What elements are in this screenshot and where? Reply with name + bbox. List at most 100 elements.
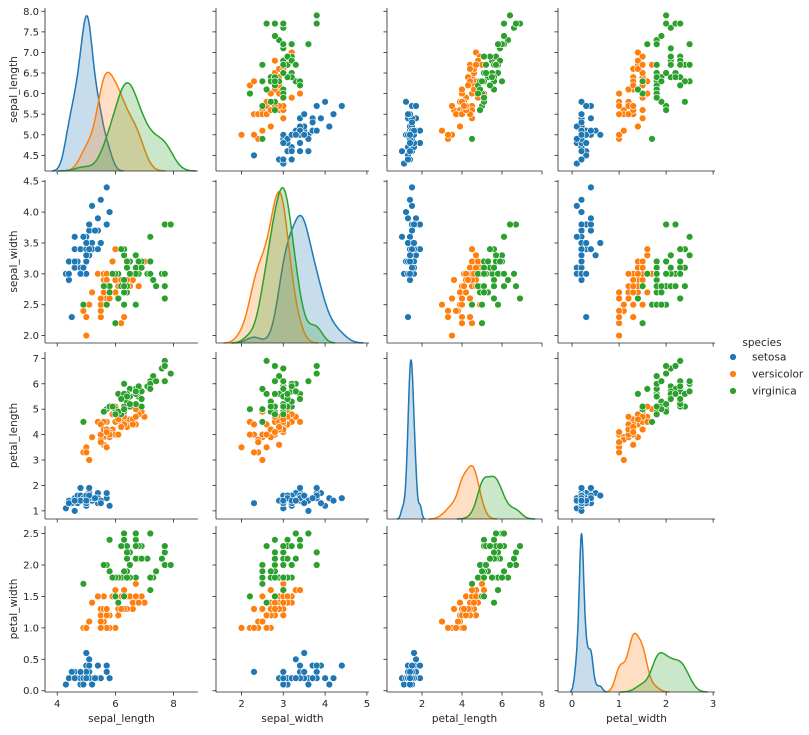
legend-marker-virginica: [729, 387, 737, 395]
point-versicolor: [97, 313, 105, 321]
point-setosa: [300, 649, 308, 657]
point-virginica: [146, 529, 155, 538]
point-versicolor: [79, 307, 88, 315]
point-virginica: [496, 257, 504, 266]
point-virginica: [296, 81, 304, 90]
point-virginica: [496, 542, 504, 550]
point-virginica: [114, 294, 123, 303]
point-virginica: [476, 106, 484, 114]
point-setosa: [292, 497, 300, 505]
point-setosa: [68, 313, 76, 321]
point-virginica: [132, 536, 140, 544]
point-setosa: [82, 239, 91, 247]
point-setosa: [65, 270, 73, 278]
point-setosa: [338, 661, 346, 670]
point-virginica: [105, 567, 114, 575]
point-setosa: [292, 674, 300, 682]
point-virginica: [313, 548, 321, 557]
point-setosa: [296, 661, 304, 670]
point-virginica: [258, 135, 267, 143]
point-virginica: [161, 282, 169, 290]
point-versicolor: [438, 301, 446, 309]
point-setosa: [94, 661, 102, 670]
point-virginica: [488, 573, 496, 582]
subplot-petal_length-vs-petal_length: [383, 352, 543, 523]
point-virginica: [667, 264, 675, 272]
point-setosa: [412, 102, 420, 110]
point-versicolor: [448, 331, 456, 340]
point-setosa: [82, 649, 91, 657]
point-virginica: [271, 19, 279, 28]
point-virginica: [486, 81, 494, 90]
point-virginica: [676, 81, 684, 90]
point-virginica: [288, 40, 296, 48]
y-tick-label: 7: [33, 354, 39, 365]
point-setosa: [329, 497, 338, 505]
point-setosa: [587, 114, 595, 123]
point-virginica: [271, 554, 279, 563]
point-setosa: [410, 239, 418, 247]
point-versicolor: [250, 420, 258, 429]
point-versicolor: [102, 605, 111, 613]
point-versicolor: [85, 617, 93, 626]
point-virginica: [652, 410, 661, 418]
point-virginica: [685, 377, 694, 385]
point-virginica: [313, 19, 321, 28]
point-versicolor: [468, 319, 476, 327]
point-versicolor: [472, 264, 480, 272]
point-virginica: [117, 395, 125, 403]
point-versicolor: [108, 257, 117, 266]
point-virginica: [132, 387, 140, 396]
point-versicolor: [97, 307, 105, 315]
point-setosa: [406, 251, 414, 260]
point-versicolor: [615, 294, 623, 303]
legend-label-virginica: virginica: [752, 386, 797, 398]
point-virginica: [494, 301, 502, 309]
point-versicolor: [237, 624, 246, 632]
point-versicolor: [296, 89, 304, 98]
point-virginica: [123, 554, 131, 563]
point-virginica: [492, 61, 500, 69]
point-setosa: [321, 674, 329, 682]
point-virginica: [676, 382, 684, 390]
point-setosa: [300, 668, 308, 676]
point-setosa: [408, 661, 416, 670]
point-setosa: [587, 245, 595, 253]
point-virginica: [271, 592, 279, 601]
point-versicolor: [288, 93, 296, 102]
point-versicolor: [460, 282, 468, 290]
kde-line-versicolor: [223, 191, 318, 344]
point-versicolor: [246, 430, 254, 439]
y-tick-label: 5.5: [23, 110, 39, 121]
point-virginica: [486, 554, 494, 563]
point-setosa: [292, 655, 300, 663]
point-setosa: [313, 668, 321, 676]
point-setosa: [82, 257, 91, 266]
x-tick-label: 6: [112, 699, 118, 710]
point-versicolor: [462, 270, 470, 278]
point-virginica: [288, 382, 296, 390]
point-setosa: [76, 668, 85, 676]
point-versicolor: [88, 433, 96, 441]
point-virginica: [271, 362, 279, 370]
point-setosa: [313, 661, 321, 670]
point-virginica: [161, 548, 169, 557]
point-versicolor: [629, 102, 637, 110]
point-versicolor: [629, 313, 637, 321]
point-virginica: [108, 573, 117, 582]
point-virginica: [246, 405, 254, 413]
point-setosa: [577, 110, 586, 118]
point-virginica: [271, 106, 279, 114]
point-virginica: [662, 220, 670, 229]
point-setosa: [288, 155, 296, 164]
point-versicolor: [250, 131, 258, 139]
point-versicolor: [615, 331, 623, 340]
subplot-petal_length-vs-petal_width: [554, 352, 715, 523]
point-setosa: [62, 680, 70, 689]
point-virginica: [258, 405, 267, 413]
point-setosa: [82, 497, 91, 505]
point-virginica: [494, 586, 502, 594]
point-versicolor: [275, 423, 283, 431]
point-versicolor: [102, 276, 111, 284]
x-tick-label: 0: [569, 699, 575, 710]
